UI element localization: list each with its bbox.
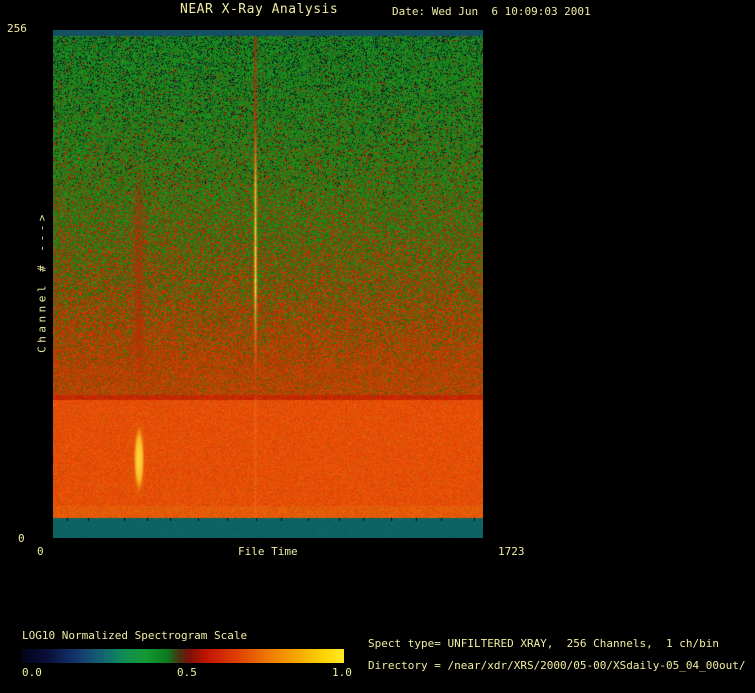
x-axis-min-tick: 0 [37,545,44,558]
x-axis-max-tick: 1723 [498,545,525,558]
page-title: NEAR X-Ray Analysis [180,2,339,17]
colorbar-tick-0: 0.0 [22,666,42,679]
colorbar-gradient [22,649,344,663]
y-axis-max-tick: 256 [7,22,27,35]
colorbar-tick-1: 1.0 [332,666,352,679]
spect-type-info: Spect type= UNFILTERED XRAY, 256 Channel… [368,637,719,650]
colorbar-label: LOG10 Normalized Spectrogram Scale [22,629,248,642]
y-axis-label: Channel # ---> [35,211,49,353]
x-axis-label: File Time [238,545,298,558]
spectrogram-heatmap [53,30,483,538]
y-axis-min-tick: 0 [18,532,25,545]
colorbar-tick-05: 0.5 [177,666,197,679]
date-label: Date: Wed Jun 6 10:09:03 2001 [392,5,591,18]
directory-info: Directory = /near/xdr/XRS/2000/05-00/XSd… [368,659,746,672]
